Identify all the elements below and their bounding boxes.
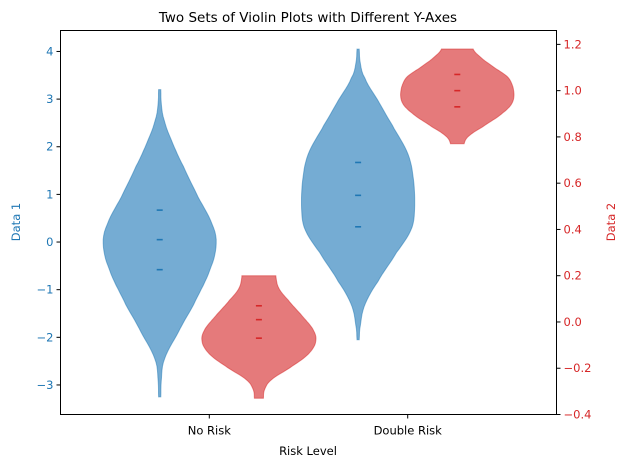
left-tick-label: −1 — [37, 283, 54, 297]
x-tick-label: No Risk — [188, 424, 231, 438]
x-axis: No Risk Double Risk — [188, 414, 443, 438]
right-tick-label: 1.2 — [564, 37, 582, 51]
right-tick-label: 1.0 — [564, 84, 582, 98]
left-tick-label: 1 — [46, 187, 53, 201]
right-y-axis-label: Data 2 — [604, 203, 618, 241]
blue-violin-no-risk — [102, 89, 217, 398]
right-y-axis: −0.4 −0.2 0.0 0.2 0.4 0.6 0.8 1.0 1.2 — [556, 37, 592, 422]
x-tick-label: Double Risk — [374, 424, 443, 438]
red-violin-double-risk — [400, 48, 515, 145]
left-tick-label: 4 — [46, 44, 53, 58]
right-tick-label: 0.4 — [564, 222, 582, 236]
left-tick-label: −3 — [37, 378, 54, 392]
left-tick-label: 0 — [46, 235, 53, 249]
chart-title: Two Sets of Violin Plots with Different … — [158, 10, 457, 26]
right-tick-label: 0.2 — [564, 269, 582, 283]
left-tick-label: 3 — [46, 92, 53, 106]
left-tick-label: 2 — [46, 140, 53, 154]
left-y-axis: −3 −2 −1 0 1 2 3 4 — [37, 44, 61, 392]
left-y-axis-label: Data 1 — [9, 203, 23, 241]
left-tick-label: −2 — [37, 330, 54, 344]
violin-plots — [102, 48, 515, 399]
right-tick-label: −0.4 — [564, 408, 592, 422]
plot-frame — [60, 30, 557, 415]
right-tick-label: 0.8 — [564, 130, 582, 144]
x-axis-label: Risk Level — [279, 444, 337, 458]
right-tick-label: 0.6 — [564, 176, 582, 190]
red-violin-no-risk — [201, 275, 317, 399]
right-tick-label: −0.2 — [564, 361, 592, 375]
blue-violin-double-risk — [301, 48, 416, 341]
right-tick-label: 0.0 — [564, 315, 582, 329]
